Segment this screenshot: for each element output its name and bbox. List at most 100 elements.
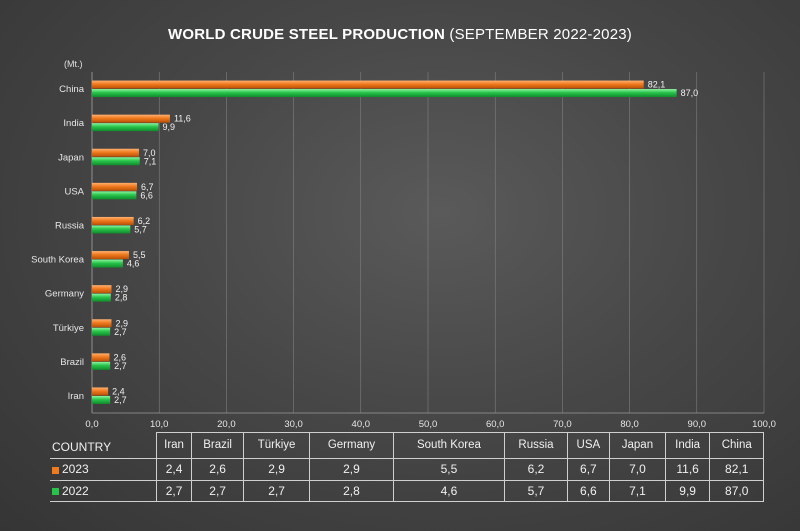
table-column-header: South Korea [392,431,506,460]
x-tick-label: 10,0 [150,419,169,430]
table-column-header: Russia [504,431,568,460]
table-cell: 2,9 [242,458,311,481]
data-label: 5,7 [134,224,147,234]
table-cell: 2,9 [309,458,394,481]
category-label: Türkiye [53,323,84,334]
table-cell: 2,8 [309,479,394,503]
table-column-header: Türkiye [242,431,311,460]
x-tick-label: 40,0 [352,419,371,430]
x-tick-label: 80,0 [620,419,639,430]
bar-2023-india [92,114,170,123]
table-cell: 82,1 [709,458,764,481]
table-row-2023: 2023 2,4 2,6 2,9 2,9 5,5 6,2 6,7 7,0 11,6 82,1 [50,458,764,481]
data-label: 5,5 [133,250,146,260]
x-tick-label: 60,0 [486,419,505,430]
bar-2023-usa [92,182,138,191]
table-cell: 6,7 [566,458,611,481]
bar-2023-iran [92,387,109,396]
data-label: 2,8 [115,293,128,303]
legend-label-2022: 2022 [62,483,89,498]
bar-2023-germany [92,285,112,294]
x-tick-label: 100,0 [752,419,776,430]
category-label: India [63,118,84,129]
category-label: Germany [45,289,84,300]
table-column-header: USA [566,431,611,460]
table-column-header: Germany [309,431,394,460]
table-column-header: China [709,431,764,460]
unit-label: (Mt.) [64,59,83,69]
category-label: China [59,84,85,95]
bar-2022-t-rkiye [92,327,111,336]
table-cell: 6,6 [566,479,611,503]
table-cell: 6,2 [504,458,568,481]
table-cell: 2,6 [191,458,244,481]
table-cell: 2,4 [155,458,193,481]
bar-2022-usa [92,191,137,200]
bar-2022-india [92,123,159,132]
bar-2023-japan [92,148,140,157]
bar-2022-south-korea [92,259,123,268]
category-label: Iran [68,391,84,402]
table-cell: 11,6 [664,458,711,481]
data-label: 2,7 [114,361,127,371]
x-tick-label: 70,0 [553,419,572,430]
category-label: Brazil [60,357,84,368]
data-label: 6,2 [138,216,151,226]
x-tick-label: 50,0 [419,419,438,430]
chart-title: WORLD CRUDE STEEL PRODUCTION (SEPTEMBER … [168,26,632,43]
legend-label-2023: 2023 [62,462,89,477]
bar-2022-china [92,89,677,98]
x-tick-label: 30,0 [284,419,303,430]
bar-2022-brazil [92,361,111,370]
data-label: 2,7 [114,327,127,337]
table-cell: 87,0 [709,479,764,503]
data-label: 9,9 [163,122,176,132]
bar-2023-brazil [92,353,110,362]
data-table: COUNTRY Iran Brazil Türkiye Germany South Ko… [50,431,764,503]
table-cell: 7,1 [609,479,666,503]
data-label: 82,1 [648,80,666,90]
table-cell: 5,5 [392,458,506,481]
legend-2022: 2022 [50,479,157,503]
category-label: Russia [55,220,85,231]
bar-2023-south-korea [92,251,129,260]
x-tick-label: 90,0 [688,419,707,430]
data-label: 2,6 [113,352,126,362]
table-cell: 2,7 [191,479,244,503]
data-label: 87,0 [681,88,699,98]
data-label: 11,6 [174,114,191,124]
table-cell: 9,9 [664,479,711,503]
table-cell: 4,6 [392,479,506,503]
legend-swatch-2023 [52,466,59,474]
bar-2022-iran [92,395,111,404]
table-header-label: COUNTRY [50,432,157,459]
data-label: 6,7 [141,182,154,192]
category-label: Japan [58,152,84,163]
data-label: 2,4 [112,386,125,396]
table-column-header: Japan [609,431,666,460]
bar-2023-china [92,80,644,89]
table-column-header: Brazil [191,431,244,460]
table-column-header: Iran [155,431,193,460]
bar-2023-russia [92,216,134,225]
category-label: USA [64,186,84,197]
data-label: 4,6 [127,259,140,269]
table-cell: 7,0 [609,458,666,481]
table-column-header: India [664,431,711,460]
bar-2022-germany [92,293,111,302]
bar-2022-japan [92,157,140,166]
legend-swatch-2022 [52,488,59,496]
table-row-2022: 2022 2,7 2,7 2,7 2,8 4,6 5,7 6,6 7,1 9,9 87,0 [50,479,764,503]
bar-2023-t-rkiye [92,319,112,328]
data-label: 6,6 [140,190,153,200]
table-cell: 2,7 [155,479,193,503]
data-label: 2,9 [115,318,128,328]
bar-2022-russia [92,225,131,234]
data-label: 2,7 [114,395,127,405]
x-tick-label: 0,0 [85,419,98,430]
table-header-row: COUNTRY Iran Brazil Türkiye Germany South Ko… [50,431,764,460]
x-tick-label: 20,0 [217,419,236,430]
legend-2023: 2023 [50,458,157,481]
table-cell: 2,7 [242,479,311,503]
